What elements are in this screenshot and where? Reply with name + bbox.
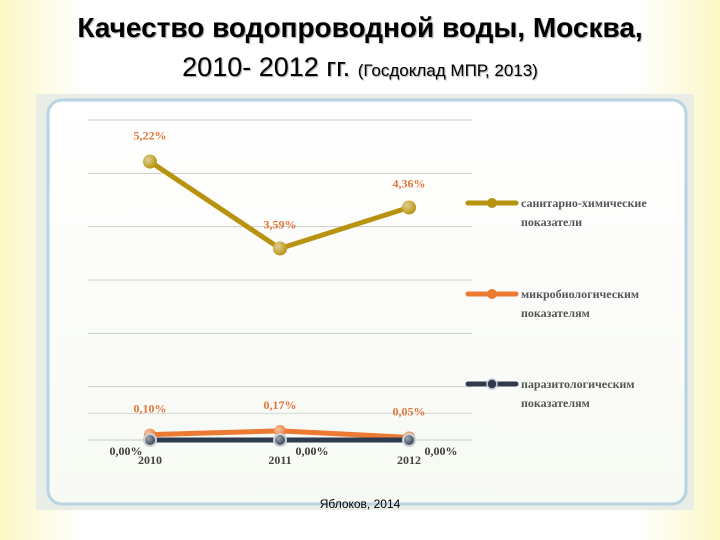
legend-label: показатели xyxy=(521,215,582,229)
data-label: 0,00% xyxy=(296,444,329,458)
legend-label: санитарно-химические xyxy=(521,196,647,210)
title-years: 2010- 2012 гг. xyxy=(182,52,351,82)
data-point-shine xyxy=(273,241,287,256)
legend-label: паразитологическим xyxy=(521,377,635,391)
data-label: 0,05% xyxy=(393,404,426,418)
data-point-shine xyxy=(143,154,157,169)
series-group xyxy=(143,154,416,447)
legend-label: показателям xyxy=(521,396,590,410)
credit-text: Яблоков, 2014 xyxy=(319,497,401,511)
data-point-shine xyxy=(274,434,286,446)
data-label: 0,00% xyxy=(425,444,458,458)
data-point-shine xyxy=(144,434,156,446)
legend-swatch-marker xyxy=(486,378,498,390)
legend: санитарно-химические показатели микробиоло… xyxy=(465,196,647,410)
data-label: 3,59% xyxy=(264,218,297,232)
title-line-2: 2010- 2012 гг. (Госдоклад МПР, 2013) xyxy=(0,52,720,83)
data-point-shine xyxy=(402,200,416,215)
data-labels: 5,22% 3,59% 4,36% 0,10% 0,17% 0,05% 0,00% 0,00%… xyxy=(110,129,458,458)
data-label: 0,10% xyxy=(134,402,167,416)
x-axis-ticks: 2010 2011 2012 xyxy=(138,453,421,467)
title-line-1: Качество водопроводной воды, Москва, xyxy=(77,12,643,43)
legend-label: микробиологическим xyxy=(521,287,639,301)
title-source-note: (Госдоклад МПР, 2013) xyxy=(357,61,538,80)
data-label: 4,36% xyxy=(393,176,426,190)
legend-label: показателям xyxy=(521,306,590,320)
data-label: 0,17% xyxy=(264,398,297,412)
x-tick-label: 2012 xyxy=(397,453,421,467)
x-tick-label: 2011 xyxy=(268,453,291,467)
legend-swatch-marker xyxy=(487,289,497,299)
x-tick-label: 2010 xyxy=(138,453,162,467)
data-point-shine xyxy=(403,434,415,446)
data-label: 0,00% xyxy=(110,444,143,458)
legend-swatch-marker xyxy=(487,198,497,208)
data-label: 5,22% xyxy=(134,129,167,143)
